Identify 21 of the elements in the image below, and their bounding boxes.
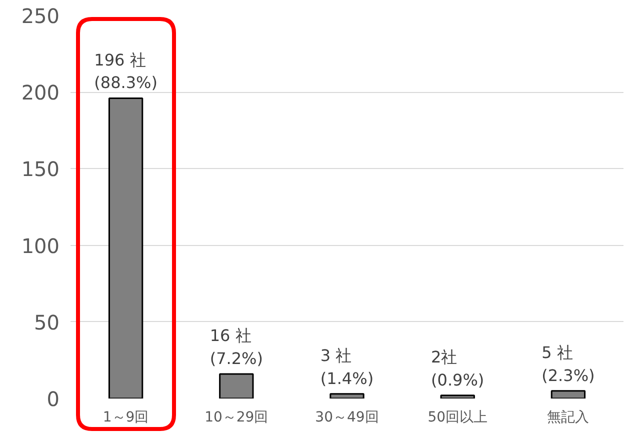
bar (440, 394, 475, 398)
x-tick-label: 30～49回 (315, 410, 379, 426)
data-label: 16 社 (7.2%) (210, 326, 263, 368)
bar (550, 390, 586, 398)
x-tick-label: 50回以上 (428, 410, 488, 426)
bar (108, 97, 144, 398)
bar (330, 393, 364, 398)
y-tick-label: 100 (21, 234, 60, 258)
x-tick-label: 10～29回 (204, 410, 268, 426)
x-tick-label: 無記入 (547, 410, 590, 426)
data-label: 196 社 (88.3%) (94, 50, 158, 92)
y-tick-label: 50 (34, 310, 60, 334)
y-tick-label: 200 (21, 80, 60, 105)
data-label: 3 社 (1.4%) (320, 346, 374, 388)
data-label: 5 社 (2.3%) (542, 343, 595, 385)
y-tick-label: 250 (21, 4, 60, 28)
y-tick-label: 150 (21, 157, 60, 182)
bar (219, 373, 254, 398)
data-label: 2社 (0.9%) (431, 348, 484, 390)
y-tick-label: 0 (46, 387, 60, 411)
x-tick-label: 1～9回 (102, 410, 149, 426)
